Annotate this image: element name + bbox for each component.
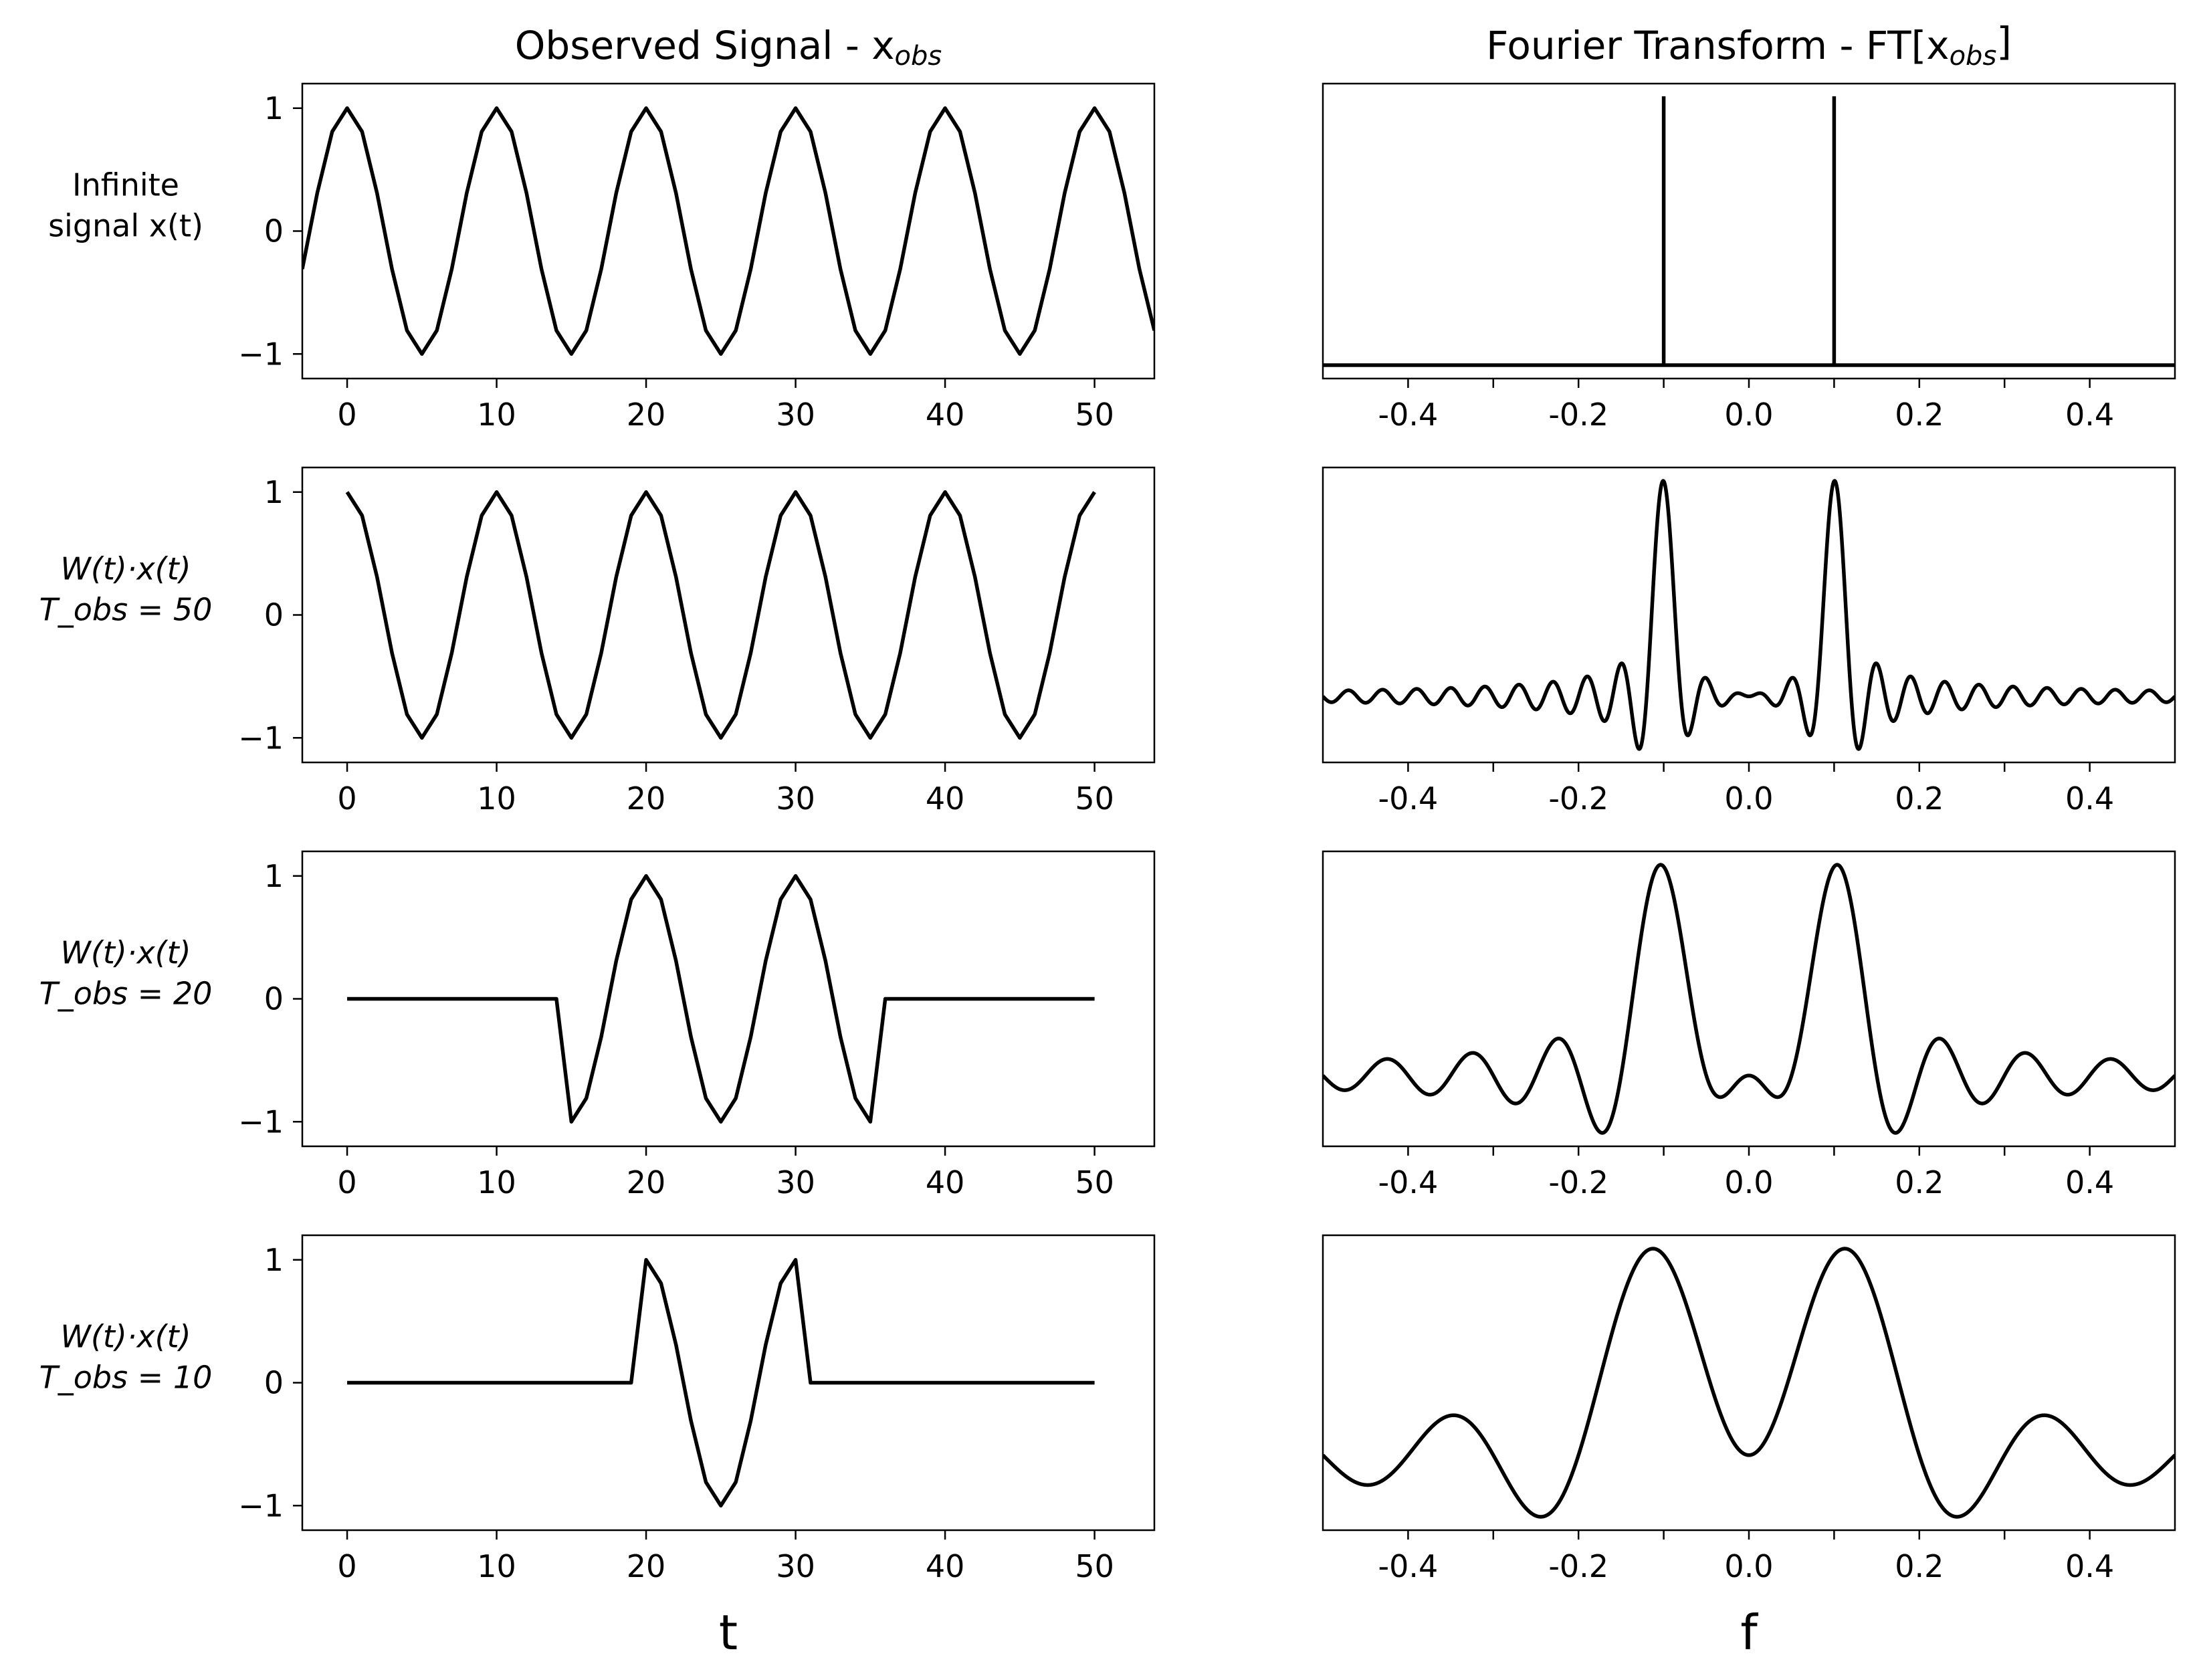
y-tick-label: 1 (264, 90, 284, 126)
row-label-line-2: T_obs = 10 (39, 1360, 213, 1396)
x-tick-label: 10 (477, 780, 516, 817)
x-tick-label: 50 (1075, 780, 1114, 817)
spectrum-panel-4: -0.4 -0.2 0.0 0.2 0.4 (1322, 1234, 2176, 1584)
x-tick-label: 30 (776, 1164, 815, 1200)
x-tick-label: 20 (627, 397, 666, 433)
x-tick-label: 50 (1075, 1164, 1114, 1200)
x-axis-label-f: f (1740, 1604, 1758, 1661)
row-label-line-2: T_obs = 20 (39, 976, 213, 1012)
x-tick-label: 0 (337, 1164, 356, 1200)
axes-frame (301, 466, 1156, 764)
y-tick-label: 0 (264, 597, 284, 633)
y-tick-label: −1 (238, 720, 284, 756)
signal-line (347, 1258, 1095, 1507)
x-tick-label: 30 (776, 1548, 815, 1584)
x-tick-label: 20 (627, 1548, 666, 1584)
x-tick-label: 30 (776, 780, 815, 817)
x-tick-label: -0.2 (1548, 1548, 1608, 1584)
x-tick-label: 40 (926, 780, 965, 817)
y-tick-label: −1 (238, 336, 284, 372)
y-tick-label: 0 (264, 1365, 284, 1401)
axes-frame (1322, 850, 2176, 1148)
x-tick-label: 10 (477, 397, 516, 433)
spectrum-panel-2: -0.4 -0.2 0.0 0.2 0.4 (1322, 466, 2176, 817)
y-tick-label: −1 (238, 1104, 284, 1140)
row-label-line-1: W(t)·x(t) (60, 1319, 191, 1355)
column-title-time: Observed Signal - xobs (515, 23, 942, 72)
y-tick-label: −1 (238, 1487, 284, 1524)
x-tick-label: 20 (627, 1164, 666, 1200)
x-tick-label: 50 (1075, 397, 1114, 433)
signal-line (302, 106, 1154, 356)
x-tick-label: 40 (926, 1164, 965, 1200)
x-tick-label: 0.0 (1724, 1164, 1773, 1200)
spectrum-panel-3: -0.4 -0.2 0.0 0.2 0.4 (1322, 850, 2176, 1200)
x-tick-label: 0 (337, 780, 356, 817)
y-tick-label: 0 (264, 213, 284, 249)
row-label-line-2: T_obs = 50 (39, 592, 213, 628)
y-tick-label: 1 (264, 1242, 284, 1278)
spectrum-line (1323, 479, 2175, 751)
x-axis-label-t: t (719, 1604, 738, 1661)
x-tick-label: 0.0 (1724, 397, 1773, 433)
x-tick-label: 0.4 (2065, 1164, 2114, 1200)
y-tick-label: 1 (264, 858, 284, 894)
x-tick-label: -0.4 (1378, 1164, 1439, 1200)
spectrum-line (1323, 1247, 2175, 1519)
x-tick-label: 50 (1075, 1548, 1114, 1584)
x-tick-label: 0.2 (1895, 780, 1944, 817)
x-tick-label: 30 (776, 397, 815, 433)
x-tick-label: 0.4 (2065, 1548, 2114, 1584)
x-tick-label: 0.2 (1895, 397, 1944, 433)
spectrum-line (1323, 863, 2175, 1135)
row-label-line-1: W(t)·x(t) (60, 935, 191, 971)
x-tick-label: 0.0 (1724, 1548, 1773, 1584)
x-tick-label: 0.4 (2065, 397, 2114, 433)
x-tick-label: 0.0 (1724, 780, 1773, 817)
x-tick-label: -0.2 (1548, 397, 1608, 433)
axes-frame (1322, 82, 2176, 380)
x-tick-label: -0.2 (1548, 1164, 1608, 1200)
y-tick-label: 1 (264, 474, 284, 510)
x-tick-label: -0.4 (1378, 1548, 1439, 1584)
axes-frame (301, 82, 1156, 380)
x-tick-label: 20 (627, 780, 666, 817)
axes-frame (1322, 466, 2176, 764)
x-tick-label: 40 (926, 397, 965, 433)
x-tick-label: 0 (337, 397, 356, 433)
x-tick-label: 40 (926, 1548, 965, 1584)
x-tick-label: 10 (477, 1548, 516, 1584)
x-tick-label: -0.4 (1378, 397, 1439, 433)
x-tick-label: 0 (337, 1548, 356, 1584)
row-label-line-1: Infinite (72, 167, 179, 203)
y-tick-label: 0 (264, 981, 284, 1017)
signal-line (347, 874, 1095, 1124)
x-tick-label: 10 (477, 1164, 516, 1200)
x-tick-label: -0.2 (1548, 780, 1608, 817)
signal-line (345, 490, 1096, 740)
spectrum-panel-1: -0.4 -0.2 0.0 0.2 0.4 (1322, 82, 2176, 433)
row-label-line-2: signal x(t) (48, 208, 203, 244)
x-tick-label: -0.4 (1378, 780, 1439, 817)
x-tick-label: 0.2 (1895, 1548, 1944, 1584)
axes-frame (1322, 1234, 2176, 1532)
x-tick-label: 0.4 (2065, 780, 2114, 817)
row-label-line-1: W(t)·x(t) (60, 551, 191, 587)
column-title-spectrum: Fourier Transform - FT[xobs] (1486, 19, 2012, 72)
x-tick-label: 0.2 (1895, 1164, 1944, 1200)
